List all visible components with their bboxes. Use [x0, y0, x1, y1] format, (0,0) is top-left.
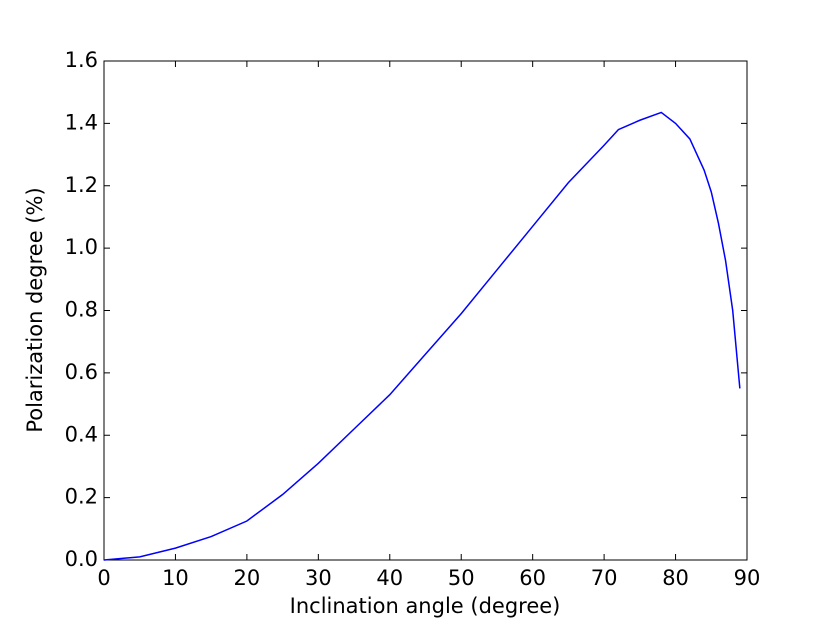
y-tick-label: 0.8: [65, 298, 98, 322]
x-tick-label: 90: [734, 566, 761, 590]
y-tick-label: 0.2: [65, 485, 98, 509]
x-tick-label: 80: [662, 566, 689, 590]
y-tick-label: 1.6: [65, 48, 98, 72]
x-axis-label: Inclination angle (degree): [290, 594, 561, 618]
x-tick-label: 60: [519, 566, 546, 590]
data-line: [103, 111, 741, 561]
x-tick-label: 10: [162, 566, 189, 590]
y-tick-label: 0.0: [65, 547, 98, 571]
x-tick-label: 30: [305, 566, 332, 590]
y-axis-label: Polarization degree (%): [23, 187, 47, 432]
axes-frame: [103, 60, 748, 561]
x-tick-label: 70: [591, 566, 618, 590]
y-tick-label: 1.2: [65, 173, 98, 197]
x-tick-label: 20: [234, 566, 261, 590]
y-tick-label: 0.4: [65, 422, 98, 446]
x-tick-label: 40: [376, 566, 403, 590]
y-tick-label: 0.6: [65, 360, 98, 384]
y-tick-label: 1.4: [65, 110, 98, 134]
x-tick-label: 50: [448, 566, 475, 590]
x-tick-label: 0: [97, 566, 110, 590]
y-tick-label: 1.0: [65, 235, 98, 259]
